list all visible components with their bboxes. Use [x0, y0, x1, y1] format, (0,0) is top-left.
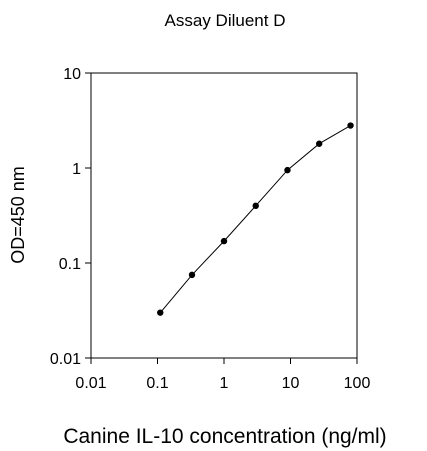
x-tick-label: 100: [344, 375, 371, 392]
data-point: [315, 140, 323, 147]
plot-frame: [90, 72, 358, 359]
x-tick-label: 10: [282, 375, 300, 392]
y-tick-label: 10: [63, 66, 81, 83]
x-tick-label: 0.1: [146, 375, 168, 392]
y-tick-label: 0.1: [59, 256, 81, 273]
data-point: [157, 309, 164, 316]
x-tick-label: 0.01: [75, 375, 106, 392]
y-tick-label: 1: [72, 161, 81, 178]
data-point: [220, 237, 228, 245]
y-axis-label: OD=450 nm: [8, 166, 28, 264]
x-tick-label: 1: [220, 375, 229, 392]
x-axis-ticks: 0.01 0.1 1 10 100: [75, 358, 370, 392]
y-axis-ticks: 0.01 0.1 1 10: [50, 66, 91, 368]
data-point: [188, 271, 196, 279]
x-axis-label: Canine IL-10 concentration (ng/ml): [63, 425, 386, 448]
y-tick-label: 0.01: [50, 351, 81, 368]
chart-title: Assay Diluent D: [165, 11, 286, 30]
data-point: [284, 166, 291, 174]
data-point: [347, 122, 354, 129]
data-points: [157, 122, 354, 316]
data-point: [252, 202, 259, 210]
series-line: [159, 125, 351, 314]
